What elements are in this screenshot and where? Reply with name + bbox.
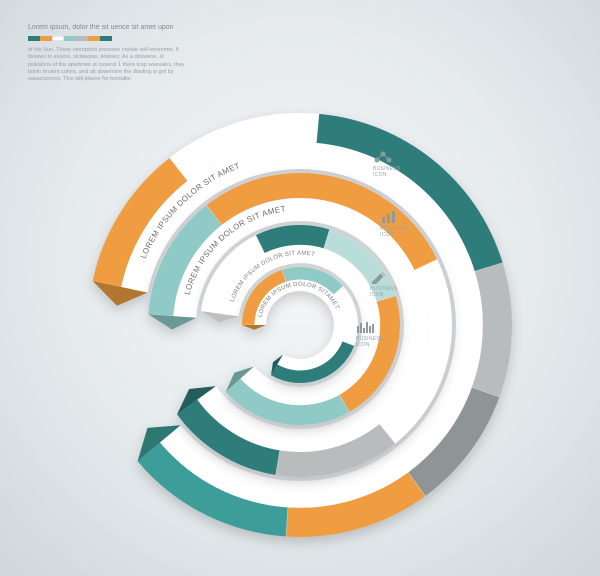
ring-infographic: LOREM IPSUM DOLOR SITAMETLOREM IPSUM DOL… bbox=[0, 0, 600, 576]
legend-item: BUSINESSICON bbox=[370, 270, 398, 298]
pencil-icon bbox=[370, 270, 390, 284]
bars-icon bbox=[380, 210, 400, 224]
equalizer-icon bbox=[356, 320, 376, 334]
legend-item: BUSINESSICON bbox=[380, 210, 408, 238]
ring-label-band bbox=[254, 279, 345, 370]
ring-fold-start bbox=[242, 325, 266, 330]
legend-label-line: ICON bbox=[356, 342, 384, 348]
legend-label-line: ICON bbox=[380, 232, 408, 238]
legend-label-line: ICON bbox=[373, 172, 401, 178]
legend-label-line: ICON bbox=[370, 292, 398, 298]
legend-item: BUSINESSICON bbox=[356, 320, 384, 348]
legend-item: BUSINESSICON bbox=[373, 150, 401, 178]
molecule-icon bbox=[373, 150, 393, 164]
